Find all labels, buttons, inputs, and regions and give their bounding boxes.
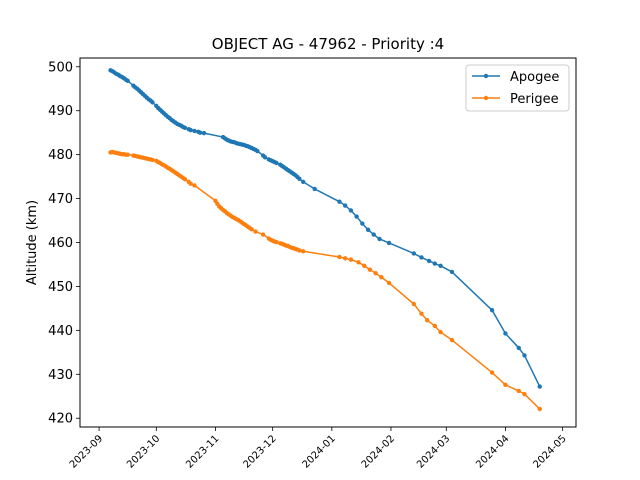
- y-tick-label: 420: [48, 412, 73, 427]
- data-point: [348, 257, 354, 262]
- data-point: [522, 391, 527, 397]
- data-point: [438, 263, 443, 268]
- data-point: [360, 221, 365, 226]
- data-point: [489, 307, 495, 313]
- data-point: [201, 130, 207, 136]
- x-axis: 2023-09 2023-10 2023-11 2023-12 2024-01 2024-…: [68, 427, 569, 471]
- legend-marker: [483, 73, 489, 79]
- legend-label: Perigee: [510, 92, 559, 107]
- data-point: [503, 382, 508, 388]
- data-point: [438, 329, 443, 335]
- x-tick-label: 2024-03: [415, 433, 452, 470]
- data-point: [182, 125, 188, 131]
- data-point: [489, 370, 495, 375]
- data-point: [262, 155, 268, 160]
- data-point: [188, 127, 193, 133]
- y-tick-label: 440: [48, 324, 73, 339]
- series-line: [110, 151, 541, 410]
- data-point: [377, 236, 382, 242]
- series-perigee: [108, 149, 542, 412]
- data-point: [425, 318, 430, 323]
- series-apogee: [108, 68, 542, 389]
- x-tick-label: 2023-11: [184, 433, 221, 470]
- data-point: [150, 100, 155, 105]
- data-point: [192, 128, 197, 134]
- chart-title: OBJECT AG - 47962 - Priority :4: [212, 35, 444, 53]
- data-point: [348, 208, 354, 213]
- data-point: [274, 160, 279, 166]
- data-point: [411, 251, 417, 256]
- data-point: [297, 176, 302, 181]
- data-point: [337, 199, 342, 204]
- plot-frame: [79, 57, 577, 428]
- legend: Apogee Perigee: [465, 64, 570, 112]
- data-point: [260, 232, 266, 237]
- data-point: [449, 269, 455, 275]
- data-point: [274, 239, 279, 245]
- data-point: [182, 177, 188, 182]
- data-point: [337, 254, 342, 260]
- data-point: [297, 248, 302, 253]
- plot-series: [108, 68, 542, 412]
- data-point: [371, 232, 376, 237]
- data-point: [301, 249, 306, 254]
- y-tick-label: 470: [48, 192, 73, 207]
- data-point: [367, 267, 373, 272]
- data-point: [365, 227, 371, 232]
- data-point: [516, 388, 521, 394]
- data-point: [354, 214, 359, 219]
- y-tick-label: 450: [48, 280, 73, 295]
- data-point: [411, 301, 417, 307]
- y-tick-label: 500: [48, 60, 73, 75]
- data-point: [301, 179, 306, 185]
- x-tick-label: 2023-12: [241, 433, 278, 470]
- y-axis: 420 430 440 450 460 470 480 490 500: [48, 60, 80, 427]
- x-tick-label: 2024-02: [360, 433, 397, 470]
- data-point: [386, 240, 392, 246]
- data-point: [255, 148, 260, 154]
- data-point: [537, 384, 542, 389]
- legend-marker: [483, 95, 489, 101]
- data-point: [150, 157, 155, 163]
- data-point: [125, 152, 130, 157]
- data-point: [253, 229, 258, 234]
- data-point: [192, 183, 197, 188]
- data-point: [312, 186, 317, 192]
- x-tick-label: 2023-09: [68, 433, 105, 470]
- data-point: [356, 260, 361, 265]
- x-tick-label: 2023-10: [125, 433, 162, 470]
- y-tick-label: 480: [48, 148, 73, 163]
- x-tick-label: 2024-04: [474, 433, 511, 470]
- data-point: [419, 255, 424, 260]
- data-point: [125, 78, 130, 84]
- data-point: [342, 203, 348, 208]
- data-point: [249, 227, 254, 232]
- data-point: [373, 271, 378, 276]
- series-line: [110, 69, 541, 387]
- data-point: [342, 256, 348, 261]
- data-point: [197, 130, 203, 135]
- x-tick-label: 2024-01: [301, 433, 338, 470]
- y-axis-label: Altitude (km): [25, 200, 40, 285]
- legend-label: Apogee: [510, 70, 559, 85]
- data-point: [516, 345, 521, 351]
- data-point: [362, 263, 367, 268]
- data-point: [379, 275, 384, 280]
- x-tick-label: 2024-05: [531, 433, 568, 470]
- y-tick-label: 490: [48, 104, 73, 119]
- data-point: [449, 337, 455, 343]
- y-tick-label: 430: [48, 368, 73, 383]
- data-point: [432, 323, 438, 329]
- data-point: [419, 311, 424, 316]
- data-point: [426, 258, 432, 264]
- data-point: [503, 331, 508, 336]
- data-point: [432, 261, 438, 266]
- data-point: [537, 406, 542, 412]
- data-point: [522, 353, 527, 358]
- y-tick-label: 460: [48, 236, 73, 251]
- data-point: [188, 181, 193, 186]
- data-point: [386, 280, 392, 286]
